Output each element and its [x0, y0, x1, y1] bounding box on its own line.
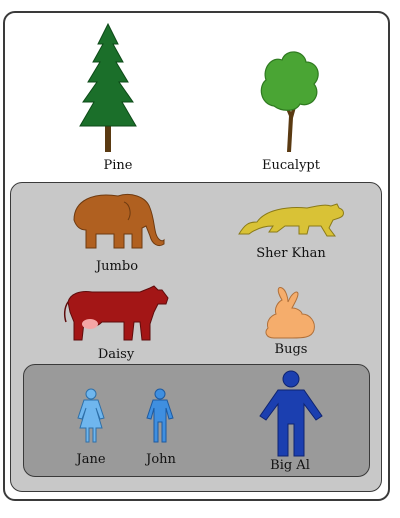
- animal-label-sher-khan: Sher Khan: [256, 246, 326, 261]
- rabbit-icon: [265, 287, 315, 339]
- big-al-person-icon: [259, 370, 323, 457]
- tiger-icon: [238, 203, 344, 237]
- eucalypt-tree-icon: [260, 51, 319, 152]
- person-label-jane: Jane: [76, 452, 106, 467]
- people-box: [23, 364, 370, 477]
- tree-label-pine: Pine: [103, 158, 133, 173]
- tree-label-eucalypt: Eucalypt: [262, 158, 320, 173]
- person-label-big-al: Big Al: [270, 458, 310, 473]
- pine-tree-icon: [79, 22, 137, 152]
- cow-icon: [63, 285, 169, 341]
- elephant-icon: [73, 194, 165, 249]
- animal-label-jumbo: Jumbo: [95, 259, 139, 274]
- jane-person-icon: [77, 388, 105, 443]
- person-label-john: John: [146, 452, 176, 467]
- animal-label-daisy: Daisy: [97, 347, 135, 362]
- animal-label-bugs: Bugs: [274, 342, 308, 357]
- john-person-icon: [146, 388, 174, 443]
